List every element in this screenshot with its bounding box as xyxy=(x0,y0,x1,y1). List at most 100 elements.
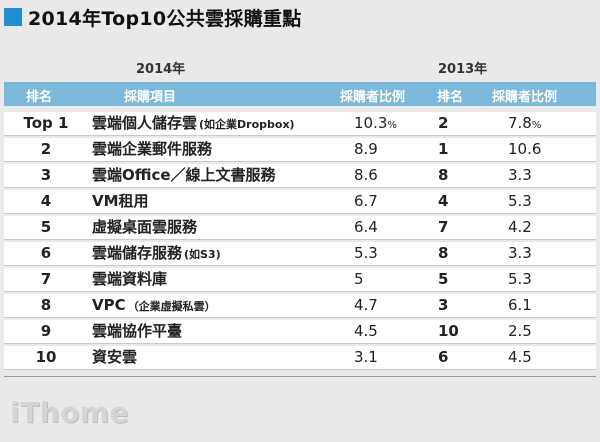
ratio-2014-value: 4.7 xyxy=(354,296,378,314)
ratio-2014-cell: 5.3 xyxy=(346,242,426,265)
row-divider xyxy=(4,135,596,136)
row-divider xyxy=(4,291,596,292)
rank-2014-cell: 8 xyxy=(4,294,88,317)
header-rank-2014: 排名 xyxy=(26,90,53,105)
rank-2013-cell: 8 xyxy=(426,242,488,265)
ratio-2013-cell: 5.3 xyxy=(488,190,596,213)
ratio-2013-value: 10.6 xyxy=(508,140,542,158)
ratio-2013-value: 4.2 xyxy=(508,218,532,236)
table-header: 排名 採購項目 採購者比例 排名 採購者比例 xyxy=(4,82,596,106)
item-note: (如S3) xyxy=(184,248,221,261)
row-divider xyxy=(4,343,596,344)
ratio-2014-percent: % xyxy=(387,120,397,131)
item-name: 雲端儲存服務 xyxy=(92,244,183,262)
ratio-2014-value: 5.3 xyxy=(354,244,378,262)
item-cell: 雲端企業郵件服務 xyxy=(88,138,346,161)
table-row: 4 VM租用 6.7 4 5.3 xyxy=(4,188,596,214)
rank-2014-cell: 5 xyxy=(4,216,88,239)
ratio-2013-value: 7.8 xyxy=(508,114,532,132)
year-2014-label: 2014年 xyxy=(136,62,186,77)
ratio-2014-value: 6.7 xyxy=(354,192,378,210)
item-name: 雲端資料庫 xyxy=(92,270,168,288)
item-cell: 雲端Office／線上文書服務 xyxy=(88,164,346,187)
ratio-2014-value: 10.3 xyxy=(354,114,388,132)
ratio-2014-value: 6.4 xyxy=(354,218,378,236)
row-divider xyxy=(4,187,596,188)
table-row: 9 雲端協作平臺 4.5 10 2.5 xyxy=(4,318,596,344)
ratio-2013-cell: 2.5 xyxy=(488,320,596,343)
item-cell: 雲端協作平臺 xyxy=(88,320,346,343)
table-row: 5 虛擬桌面雲服務 6.4 7 4.2 xyxy=(4,214,596,240)
ratio-2014-value: 8.9 xyxy=(354,140,378,158)
table-row: 3 雲端Office／線上文書服務 8.6 8 3.3 xyxy=(4,162,596,188)
item-name: VPC xyxy=(92,296,126,314)
item-name: VM租用 xyxy=(92,192,149,210)
bottom-divider xyxy=(4,376,596,377)
rank-2014-cell: 4 xyxy=(4,190,88,213)
ratio-2013-value: 3.3 xyxy=(508,244,532,262)
ratio-2014-cell: 10.3% xyxy=(346,112,426,135)
item-note: (如企業Dropbox) xyxy=(199,118,295,131)
ratio-2014-cell: 8.9 xyxy=(346,138,426,161)
ratio-2013-cell: 4.5 xyxy=(488,346,596,369)
item-name: 虛擬桌面雲服務 xyxy=(92,218,198,236)
ratio-2013-value: 5.3 xyxy=(508,270,532,288)
rank-2013-cell: 4 xyxy=(426,190,488,213)
row-divider xyxy=(4,265,596,266)
rank-2013-cell: 2 xyxy=(426,112,488,135)
ratio-2014-cell: 3.1 xyxy=(346,346,426,369)
table-row: 6 雲端儲存服務 (如S3) 5.3 8 3.3 xyxy=(4,240,596,266)
item-note: （企業虛擬私雲） xyxy=(127,300,216,313)
ratio-2014-value: 8.6 xyxy=(354,166,378,184)
row-divider xyxy=(4,239,596,240)
header-ratio-2014: 採購者比例 xyxy=(340,90,406,105)
ratio-2013-value: 2.5 xyxy=(508,322,532,340)
ratio-2013-value: 6.1 xyxy=(508,296,532,314)
rank-2013-cell: 10 xyxy=(426,320,488,343)
title-bar: 2014年Top10公共雲採購重點 xyxy=(4,4,302,30)
year-2013-label: 2013年 xyxy=(438,62,488,77)
ratio-2013-cell: 3.3 xyxy=(488,242,596,265)
ratio-2014-cell: 8.6 xyxy=(346,164,426,187)
ratio-2013-value: 4.5 xyxy=(508,348,532,366)
item-name: 雲端Office／線上文書服務 xyxy=(92,166,276,184)
rank-2014-cell: 7 xyxy=(4,268,88,291)
table-row: 2 雲端企業郵件服務 8.9 1 10.6 xyxy=(4,136,596,162)
title-square-icon xyxy=(4,8,22,26)
ratio-2013-cell: 5.3 xyxy=(488,268,596,291)
item-cell: VPC （企業虛擬私雲） xyxy=(88,294,346,317)
ratio-2013-cell: 10.6 xyxy=(488,138,596,161)
row-divider xyxy=(4,369,596,370)
table-row: 10 資安雲 3.1 6 4.5 xyxy=(4,344,596,370)
ratio-2013-percent: % xyxy=(531,120,542,131)
ratio-2014-value: 4.5 xyxy=(354,322,378,340)
header-ratio-2013: 採購者比例 xyxy=(492,90,558,105)
item-name: 雲端個人儲存雲 xyxy=(92,114,198,132)
ratio-2014-value: 5 xyxy=(354,270,364,288)
ithome-logo: iThome xyxy=(10,396,130,429)
item-cell: 雲端儲存服務 (如S3) xyxy=(88,242,346,265)
header-item: 採購項目 xyxy=(124,90,177,105)
item-cell: 雲端資料庫 xyxy=(88,268,346,291)
rank-2013-cell: 5 xyxy=(426,268,488,291)
rank-2013-cell: 8 xyxy=(426,164,488,187)
table-row: 7 雲端資料庫 5 5 5.3 xyxy=(4,266,596,292)
rank-2013-cell: 7 xyxy=(426,216,488,239)
rank-2013-cell: 1 xyxy=(426,138,488,161)
row-divider xyxy=(4,161,596,162)
ratio-2014-cell: 4.7 xyxy=(346,294,426,317)
ratio-2013-cell: 7.8% xyxy=(488,112,596,135)
ratio-2013-cell: 3.3 xyxy=(488,164,596,187)
ratio-2014-cell: 5 xyxy=(346,268,426,291)
item-cell: VM租用 xyxy=(88,190,346,213)
rank-2014-cell: Top 1 xyxy=(4,112,88,135)
ratio-2014-value: 3.1 xyxy=(354,348,378,366)
item-cell: 雲端個人儲存雲 (如企業Dropbox) xyxy=(88,112,346,135)
rank-2013-cell: 3 xyxy=(426,294,488,317)
table-row: 8 VPC （企業虛擬私雲） 4.7 3 6.1 xyxy=(4,292,596,318)
header-rank-2013: 排名 xyxy=(437,90,464,105)
row-divider xyxy=(4,213,596,214)
rank-2014-cell: 9 xyxy=(4,320,88,343)
item-name: 雲端協作平臺 xyxy=(92,322,183,340)
ratio-2013-cell: 4.2 xyxy=(488,216,596,239)
